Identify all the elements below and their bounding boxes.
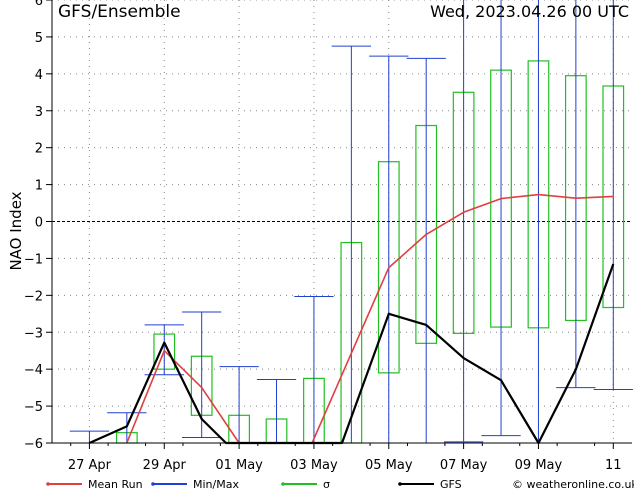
- x-tick-label: 07 May: [440, 458, 488, 473]
- x-tick-label: 11: [605, 458, 622, 473]
- run-label: Wed, 2023.04.26 00 UTC: [430, 2, 629, 21]
- min-max-bars: [69, 0, 633, 443]
- y-tick-label: 6: [35, 0, 43, 9]
- legend-label: Mean Run: [88, 478, 143, 490]
- sigma-boxes: [115, 60, 625, 444]
- y-tick-label: 4: [35, 68, 43, 83]
- y-tick-label: −5: [24, 400, 43, 415]
- y-axis-label: NAO Index: [7, 191, 25, 270]
- y-tick-label: −4: [24, 363, 43, 378]
- x-tick-label: 03 May: [290, 458, 338, 473]
- legend-marker: [151, 482, 155, 486]
- mean-run-line: [126, 193, 614, 444]
- axes: −6 −5 −4 −3 −2 −1 0 1 2 3 4 5 6 27 Apr 29 Apr 01 May 03 …: [24, 0, 632, 473]
- y-tick-label: −3: [24, 326, 43, 341]
- grid-lines: [52, 0, 632, 444]
- legend-marker: [46, 482, 50, 486]
- y-tick-label: 1: [35, 179, 43, 194]
- legend-marker: [398, 482, 402, 486]
- y-tick-label: 5: [35, 31, 43, 46]
- y-tick-label: 3: [35, 105, 43, 120]
- chart-title: GFS/Ensemble: [58, 2, 181, 22]
- legend-label: Min/Max: [193, 478, 239, 490]
- x-tick-label: 01 May: [215, 458, 263, 473]
- x-tick-label: 05 May: [365, 458, 413, 473]
- x-tick-label: 27 Apr: [68, 458, 112, 473]
- y-tick-label: −6: [24, 437, 43, 452]
- y-tick-label: −2: [24, 289, 43, 304]
- y-tick-label: −1: [24, 252, 43, 267]
- y-tick-label: 2: [35, 142, 43, 157]
- x-tick-label: 09 May: [515, 458, 563, 473]
- x-tick-label: 29 Apr: [143, 458, 187, 473]
- legend-marker: [281, 482, 285, 486]
- legend: Mean Run Min/Max σ GFS: [46, 478, 462, 490]
- legend-label: GFS: [440, 478, 462, 490]
- credit-text: © weatheronline.co.uk: [512, 478, 634, 490]
- legend-label: σ: [323, 478, 330, 490]
- y-tick-label: 0: [35, 216, 43, 231]
